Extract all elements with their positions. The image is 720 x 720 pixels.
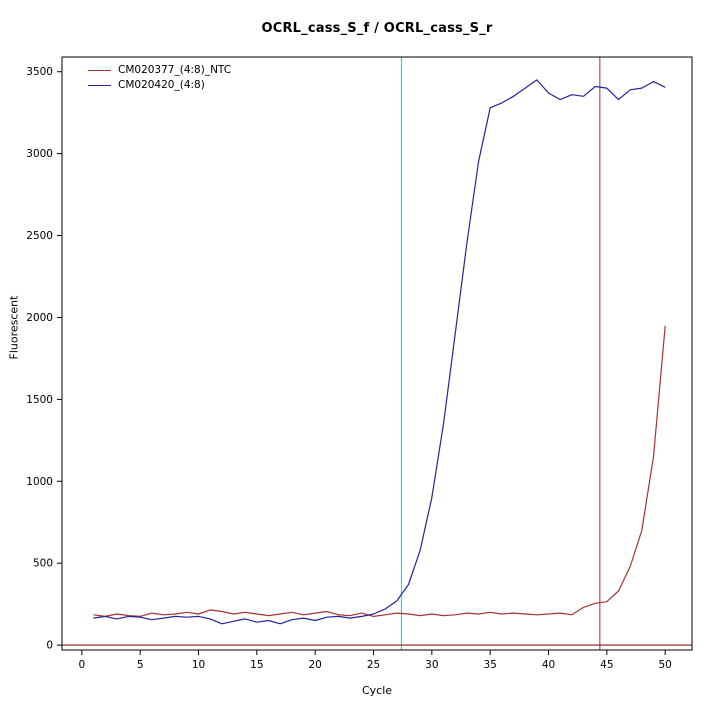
legend-line-red-icon [88, 70, 111, 71]
x-tick-label: 30 [425, 659, 438, 671]
y-tick-label: 2500 [26, 230, 53, 242]
x-axis-label: Cycle [361, 684, 393, 697]
y-tick-label: 1500 [26, 394, 53, 406]
x-tick-label: 35 [483, 659, 496, 671]
y-tick-label: 0 [46, 640, 53, 652]
y-tick-label: 1000 [26, 476, 53, 488]
y-tick-label: 500 [33, 558, 53, 570]
x-tick-label: 45 [600, 659, 613, 671]
x-tick-label: 40 [542, 659, 555, 671]
x-tick-label: 20 [308, 659, 321, 671]
legend-item-ntc: CM020377_(4:8)_NTC [88, 63, 231, 78]
legend-label-sample: CM020420_(4:8) [118, 79, 205, 91]
x-tick-label: 50 [658, 659, 671, 671]
series-line-1 [93, 79, 666, 625]
x-tick-label: 25 [367, 659, 380, 671]
legend: CM020377_(4:8)_NTC CM020420_(4:8) [88, 63, 231, 93]
y-tick-label: 2000 [26, 312, 53, 324]
legend-label-ntc: CM020377_(4:8)_NTC [118, 64, 232, 76]
x-tick-label: 5 [137, 659, 144, 671]
series-line-0 [93, 325, 666, 618]
chart-title: OCRL_cass_S_f / OCRL_cass_S_r [261, 21, 493, 36]
legend-line-blue-icon [88, 85, 111, 86]
x-tick-label: 10 [192, 659, 205, 671]
x-tick-label: 15 [250, 659, 263, 671]
y-tick-label: 3500 [26, 66, 53, 78]
plot-border [61, 56, 693, 651]
y-tick-label: 3000 [26, 148, 53, 160]
legend-item-sample: CM020420_(4:8) [88, 78, 231, 93]
x-tick-label: 0 [78, 659, 85, 671]
